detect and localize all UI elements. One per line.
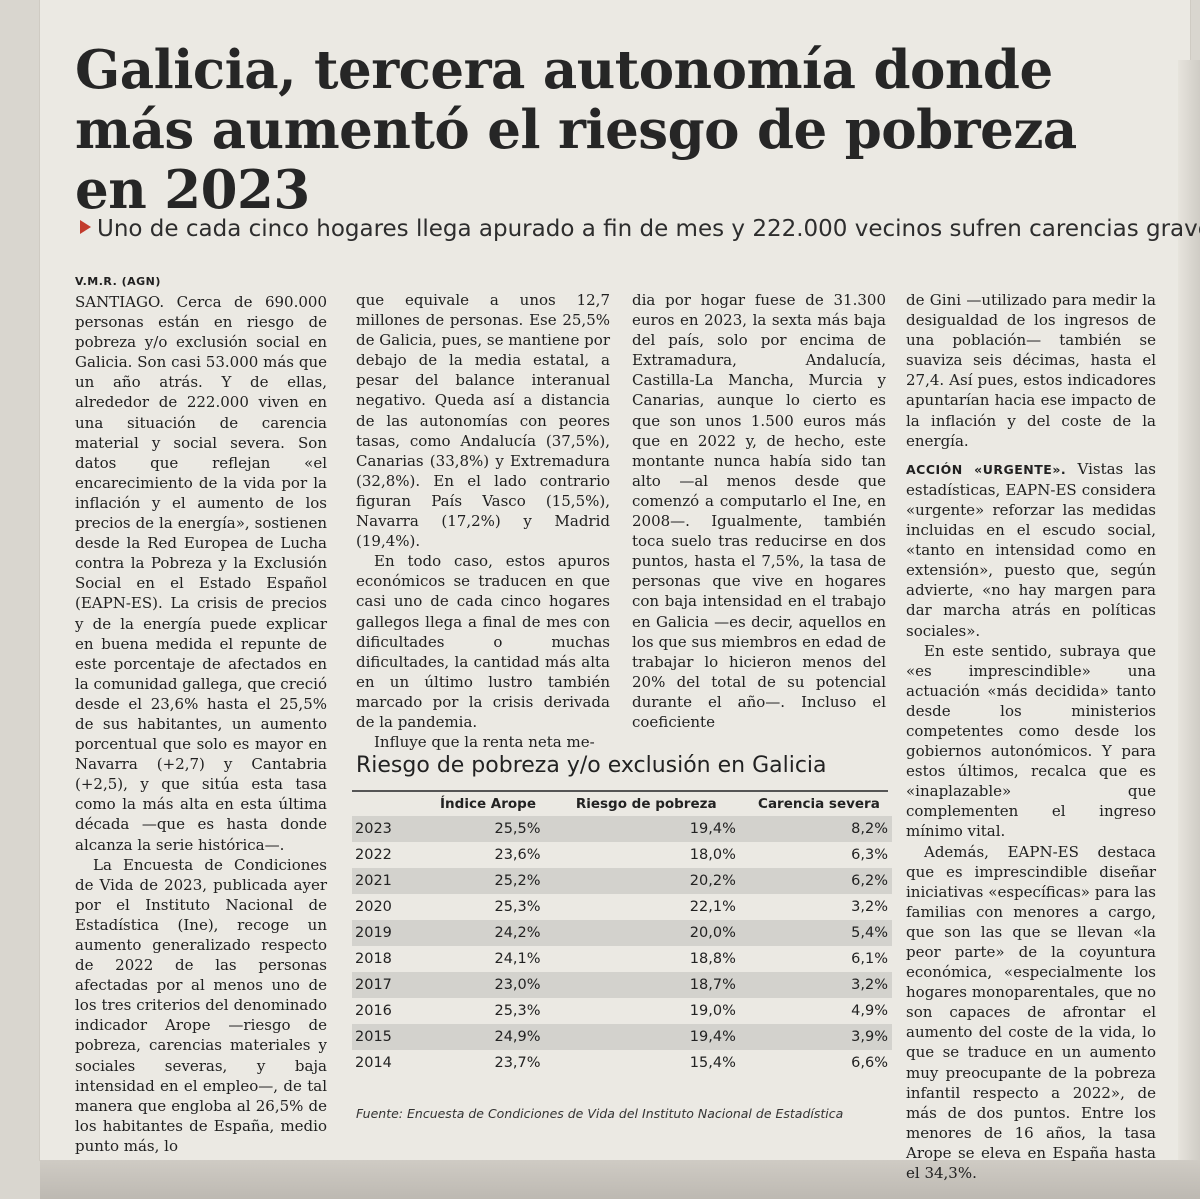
article-column-4: de Gini —utilizado para medir la desigua… (906, 290, 1156, 1183)
value-cell: 18,0% (689, 847, 736, 863)
title-rule (352, 790, 888, 792)
byline: V.M.R. (AGN) (75, 275, 161, 288)
value-cell: 3,2% (745, 972, 892, 998)
year-cell: 2015 (352, 1024, 430, 1050)
value-cell: 25,2% (429, 868, 547, 894)
subheadline: Uno de cada cinco hogares llega apurado … (80, 216, 1200, 242)
value-cell: 3,9% (745, 1024, 892, 1050)
header-cell (352, 792, 429, 816)
table-row: 2021 25,2% 20,2% 6,2% (352, 868, 892, 894)
table-row: 2015 24,9% 19,4% 3,9% (352, 1024, 892, 1050)
year-cell: 2022 (355, 847, 392, 863)
stats-table-box: Riesgo de pobreza y/o exclusión en Galic… (346, 750, 892, 1128)
paragraph-text: Vistas las estadísticas, EAPN-ES conside… (906, 459, 1156, 640)
table-row: 2022 23,6% 18,0% 6,3% (352, 842, 892, 868)
value-cell: 24,2% (429, 920, 547, 946)
table-header-row: Índice Arope Riesgo de pobreza Carencia … (352, 792, 892, 816)
headline: Galicia, tercera autonomía donde más aum… (75, 39, 1077, 221)
year-cell: 2018 (355, 951, 392, 967)
value-cell: 6,1% (851, 951, 888, 967)
table-row: 2016 25,3% 19,0% 4,9% (352, 998, 892, 1024)
value-cell: 22,1% (689, 899, 736, 915)
paragraph: de Gini —utilizado para medir la desigua… (906, 291, 1156, 450)
value-cell: 19,4% (546, 1024, 746, 1050)
table-row: 2023 25,5% 19,4% 8,2% (352, 816, 892, 842)
value-cell: 8,2% (745, 816, 892, 842)
value-cell: 23,6% (494, 847, 541, 863)
paragraph: La Encuesta de Condiciones de Vida de 20… (75, 855, 327, 1155)
value-cell: 6,6% (851, 1055, 888, 1071)
value-cell: 19,0% (689, 1003, 736, 1019)
article-column-3: dia por hogar fuese de 31.300 euros en 2… (632, 290, 886, 732)
value-cell: 25,3% (494, 1003, 541, 1019)
paragraph: Influye que la renta neta me- (374, 733, 595, 752)
year-cell: 2019 (352, 920, 430, 946)
header-cell: Carencia severa (758, 796, 880, 812)
table-source: Fuente: Encuesta de Condiciones de Vida … (356, 1106, 844, 1121)
value-cell: 15,4% (689, 1055, 736, 1071)
paragraph: dia por hogar fuese de 31.300 euros en 2… (632, 291, 886, 731)
value-cell: 18,7% (546, 972, 746, 998)
value-cell: 6,3% (851, 847, 888, 863)
year-cell: 2014 (355, 1055, 392, 1071)
article-column-1: V.M.R. (AGN) SANTIAGO. Cerca de 690.000 … (75, 274, 327, 1156)
value-cell: 20,0% (546, 920, 746, 946)
value-cell: 20,2% (546, 868, 746, 894)
value-cell: 19,4% (546, 816, 746, 842)
table-row: 2014 23,7% 15,4% 6,6% (352, 1050, 892, 1076)
year-cell: 2017 (352, 972, 430, 998)
table-row: 2019 24,2% 20,0% 5,4% (352, 920, 892, 946)
table-title: Riesgo de pobreza y/o exclusión en Galic… (356, 753, 827, 778)
year-cell: 2020 (355, 899, 392, 915)
value-cell: 24,1% (494, 951, 541, 967)
header-cell: Índice Arope (440, 796, 536, 812)
value-cell: 3,2% (851, 899, 888, 915)
value-cell: 24,9% (429, 1024, 547, 1050)
value-cell: 18,8% (689, 951, 736, 967)
page-edge (1178, 60, 1200, 1160)
paragraph: SANTIAGO. Cerca de 690.000 personas está… (75, 293, 327, 854)
table-row: 2017 23,0% 18,7% 3,2% (352, 972, 892, 998)
paragraph: En todo caso, estos apuros económicos se… (356, 552, 610, 731)
value-cell: 23,7% (494, 1055, 541, 1071)
subheadline-text: Uno de cada cinco hogares llega apurado … (97, 216, 1200, 242)
value-cell: 23,0% (429, 972, 547, 998)
value-cell: 6,2% (745, 868, 892, 894)
section-heading: ACCIÓN «URGENTE». (906, 461, 1067, 477)
value-cell: 5,4% (745, 920, 892, 946)
table-row: 2018 24,1% 18,8% 6,1% (352, 946, 892, 972)
paragraph: Además, EAPN-ES destaca que es imprescin… (906, 842, 1156, 1183)
arrow-bullet-icon (80, 220, 91, 234)
header-cell: Riesgo de pobreza (575, 796, 717, 812)
year-cell: 2023 (352, 816, 430, 842)
value-cell: 4,9% (851, 1003, 888, 1019)
paragraph: ACCIÓN «URGENTE». Vistas las estadística… (906, 459, 1156, 641)
article-column-2: que equivale a unos 12,7 millones de per… (356, 290, 610, 752)
next-page-strip (40, 1160, 1200, 1199)
year-cell: 2016 (355, 1003, 392, 1019)
paragraph: que equivale a unos 12,7 millones de per… (356, 291, 610, 551)
value-cell: 25,3% (494, 899, 541, 915)
value-cell: 25,5% (429, 816, 547, 842)
paragraph: En este sentido, subraya que «es impresc… (906, 641, 1156, 841)
stats-table: Índice Arope Riesgo de pobreza Carencia … (352, 792, 892, 1076)
table-row: 2020 25,3% 22,1% 3,2% (352, 894, 892, 920)
year-cell: 2021 (352, 868, 430, 894)
